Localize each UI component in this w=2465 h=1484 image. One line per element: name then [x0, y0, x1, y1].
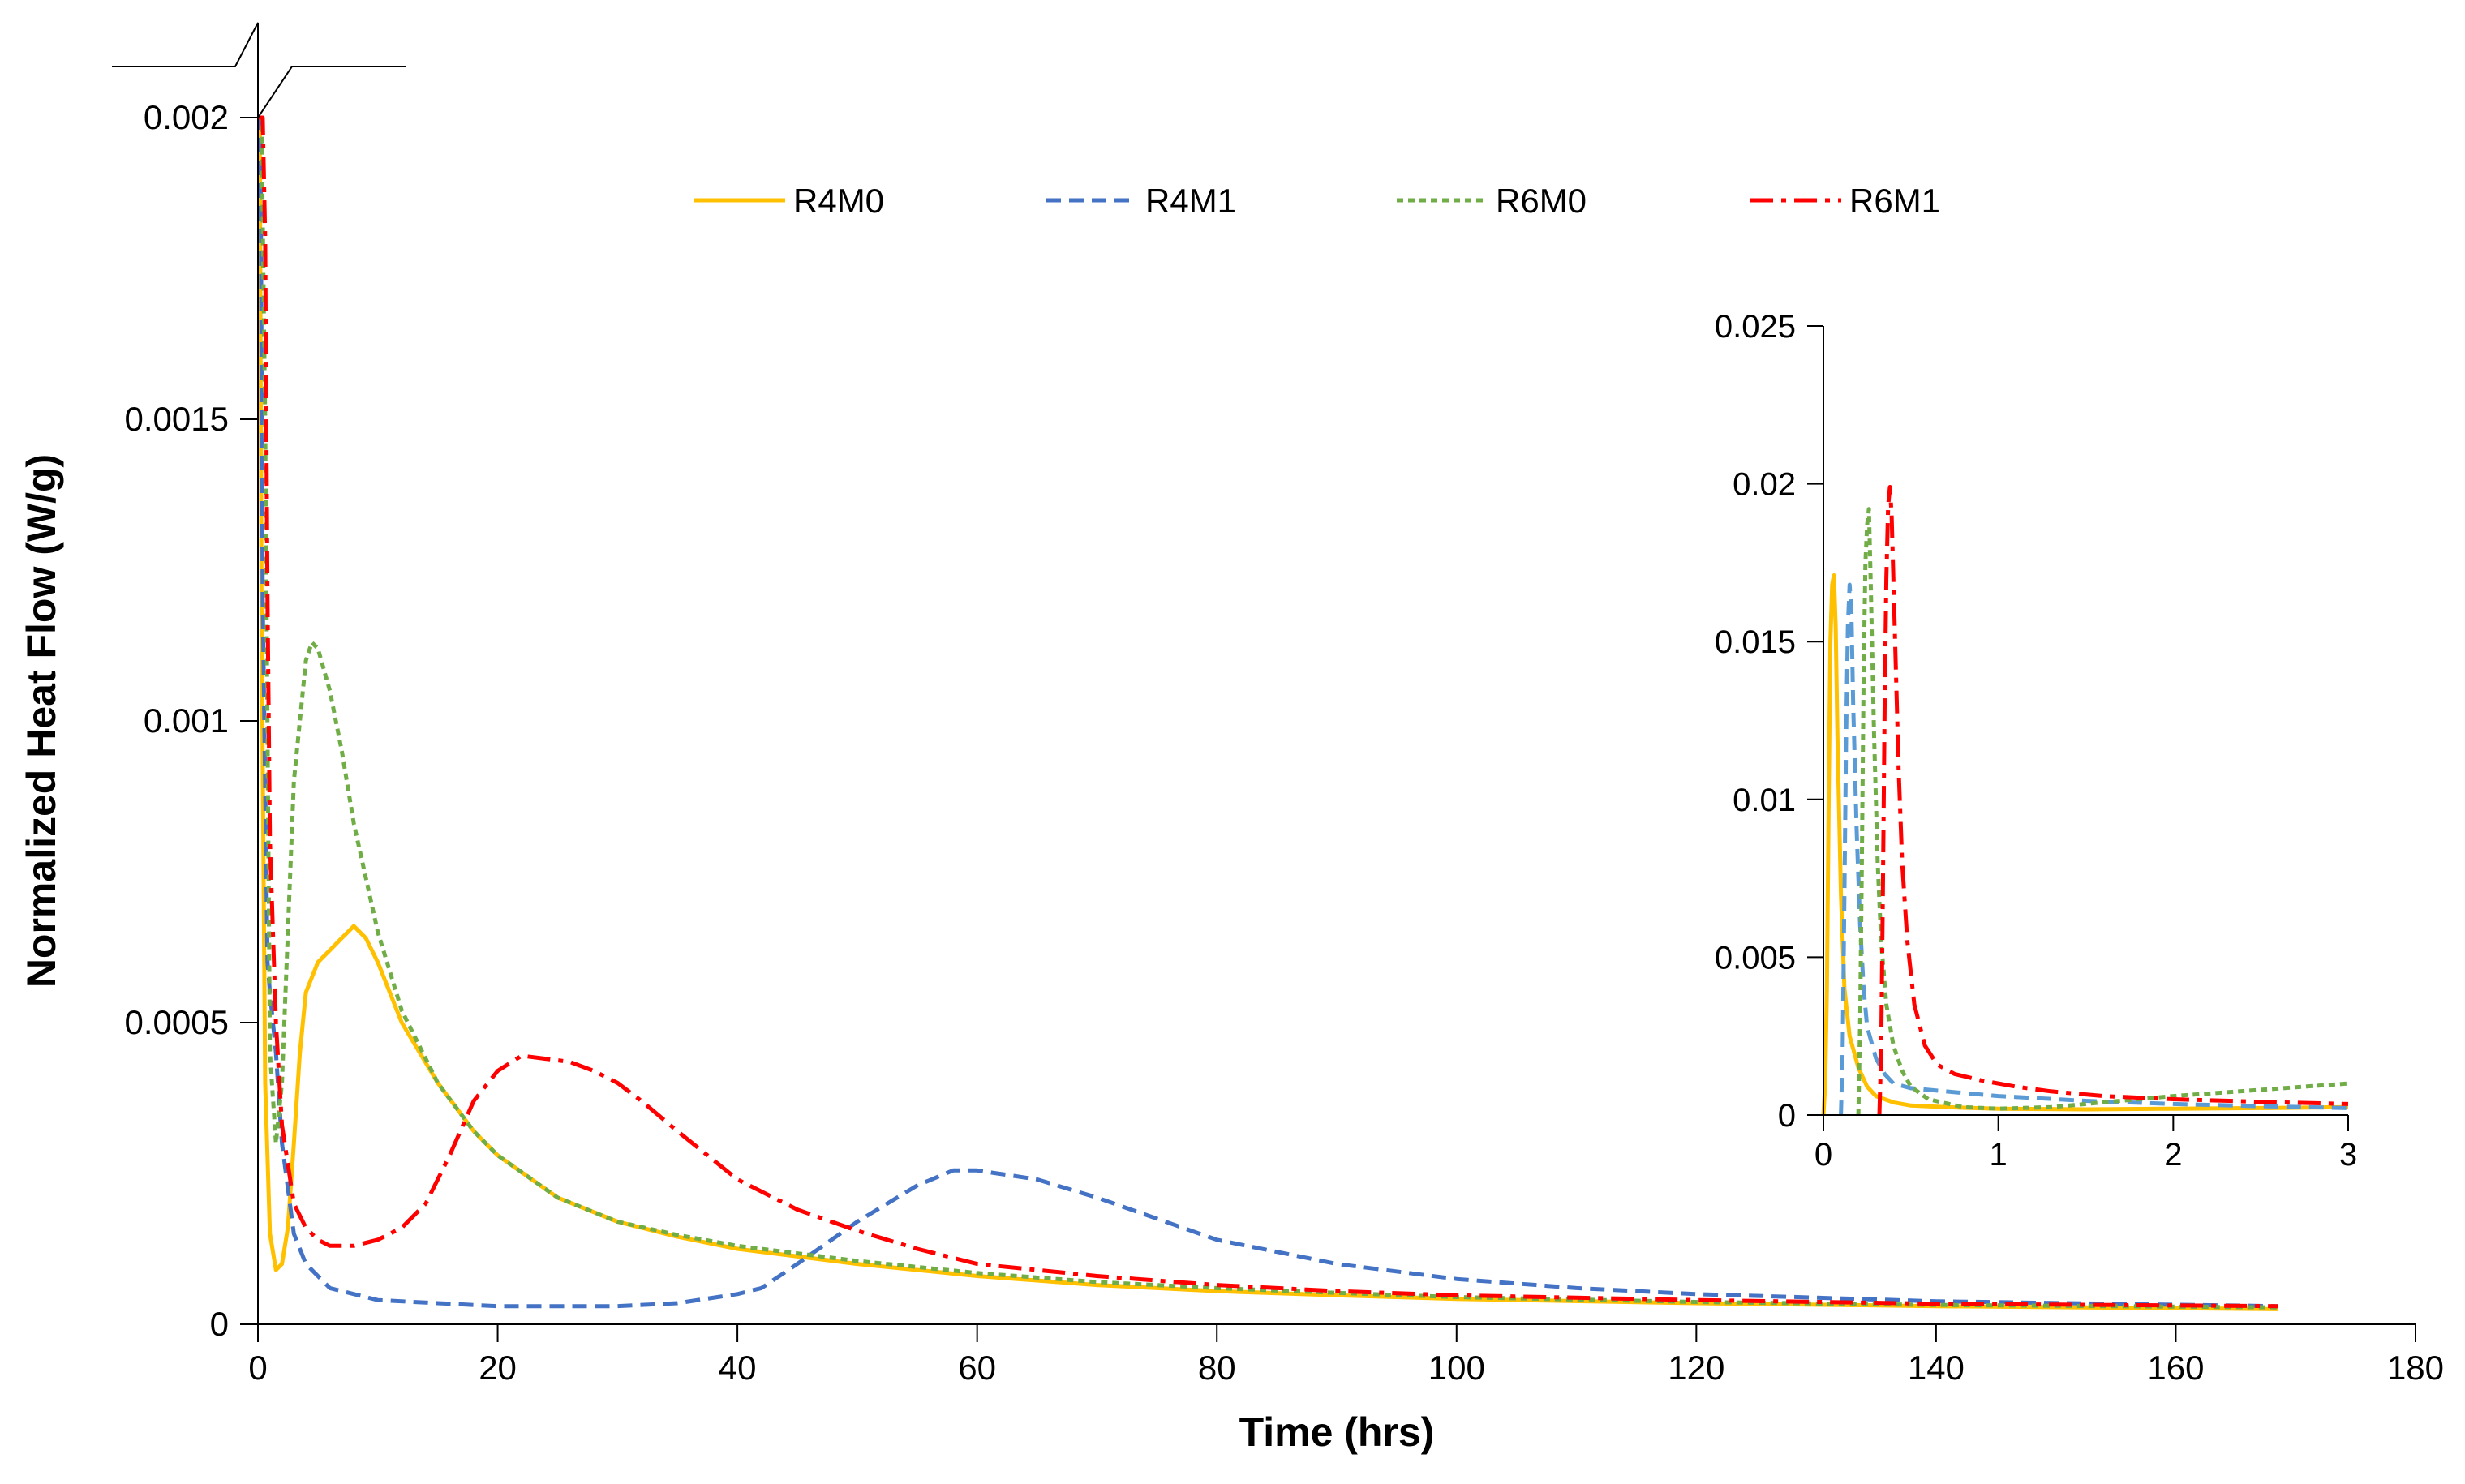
- inset-y-tick-label: 0.025: [1715, 309, 1796, 345]
- main-y-tick-label: 0.0015: [125, 400, 229, 438]
- main-x-tick-label: 120: [1668, 1349, 1724, 1387]
- main-y-tick-label: 0.001: [144, 701, 229, 740]
- inset-y-tick-label: 0.02: [1733, 467, 1796, 503]
- chart-background: [0, 0, 2465, 1484]
- inset-y-tick-label: 0.005: [1715, 940, 1796, 976]
- main-x-tick-label: 0: [248, 1349, 267, 1387]
- inset-y-tick-label: 0.01: [1733, 783, 1796, 818]
- heat-flow-chart: 0 20 40 60 80 100 120 140 160 18000.00050.0010.00…: [0, 0, 2465, 1484]
- legend-label-r6m1: R6M1: [1849, 182, 1940, 220]
- main-y-tick-label: 0.0005: [125, 1003, 229, 1041]
- main-x-tick-label: 80: [1198, 1349, 1236, 1387]
- main-y-tick-label: 0.002: [144, 98, 229, 136]
- main-x-axis-title: Time (hrs): [1239, 1409, 1435, 1455]
- inset-x-tick-label: 3: [2339, 1137, 2357, 1173]
- main-y-tick-label: 0: [210, 1305, 229, 1343]
- inset-x-tick-label: 2: [2164, 1137, 2182, 1173]
- main-x-tick-label: 100: [1428, 1349, 1485, 1387]
- inset-x-tick-label: 0: [1814, 1137, 1832, 1173]
- main-x-tick-label: 160: [2147, 1349, 2204, 1387]
- main-x-tick-label: 140: [1908, 1349, 1965, 1387]
- inset-y-tick-label: 0.015: [1715, 624, 1796, 660]
- inset-x-tick-label: 1: [1990, 1137, 2008, 1173]
- legend-label-r4m0: R4M0: [793, 182, 884, 220]
- inset-y-tick-label: 0: [1778, 1098, 1796, 1134]
- main-x-tick-label: 180: [2387, 1349, 2444, 1387]
- main-x-tick-label: 20: [479, 1349, 517, 1387]
- legend-label-r6m0: R6M0: [1496, 182, 1587, 220]
- main-x-tick-label: 40: [719, 1349, 757, 1387]
- legend-label-r4m1: R4M1: [1145, 182, 1236, 220]
- main-x-tick-label: 60: [958, 1349, 996, 1387]
- main-y-axis-title: Normalized Heat Flow (W/g): [19, 454, 64, 988]
